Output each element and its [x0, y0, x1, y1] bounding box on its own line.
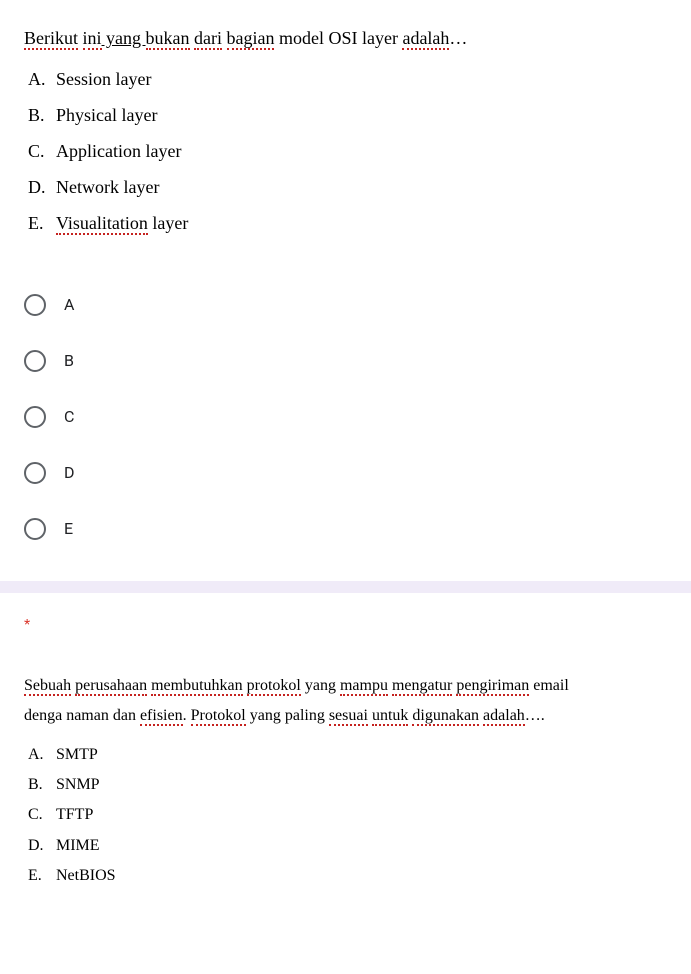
option-text: NetBIOS: [56, 861, 116, 891]
radio-label: D: [64, 463, 75, 482]
option-text: SMTP: [56, 740, 98, 770]
option-item: D.MIME: [28, 831, 667, 861]
question-2-prompt: Sebuah perusahaan membutuhkan protokol y…: [24, 671, 667, 732]
option-letter: D.: [28, 169, 56, 205]
option-item: E.NetBIOS: [28, 861, 667, 891]
option-text: Session layer: [56, 61, 151, 97]
radio-button-icon[interactable]: [24, 294, 46, 316]
option-letter: C.: [28, 800, 56, 830]
question-2-card: * Sebuah perusahaan membutuhkan protokol…: [0, 593, 691, 916]
radio-option-e[interactable]: E: [24, 501, 667, 557]
card-divider: [0, 581, 691, 593]
question-1-prompt: Berikut ini yang bukan dari bagian model…: [24, 24, 667, 53]
option-letter: E.: [28, 861, 56, 891]
radio-option-b[interactable]: B: [24, 333, 667, 389]
question-2-options: A.SMTPB.SNMPC.TFTPD.MIMEE.NetBIOS: [24, 740, 667, 892]
option-letter: E.: [28, 205, 56, 241]
option-item: C.TFTP: [28, 800, 667, 830]
radio-button-icon[interactable]: [24, 462, 46, 484]
option-letter: A.: [28, 740, 56, 770]
option-letter: C.: [28, 133, 56, 169]
option-item: C.Application layer: [28, 133, 667, 169]
radio-label: E: [64, 519, 73, 538]
radio-label: B: [64, 351, 74, 370]
radio-button-icon[interactable]: [24, 518, 46, 540]
option-item: D.Network layer: [28, 169, 667, 205]
option-text: Physical layer: [56, 97, 157, 133]
option-text: Visualitation layer: [56, 205, 188, 241]
radio-button-icon[interactable]: [24, 406, 46, 428]
option-text: TFTP: [56, 800, 93, 830]
option-letter: B.: [28, 97, 56, 133]
option-letter: A.: [28, 61, 56, 97]
option-text: SNMP: [56, 770, 100, 800]
radio-label: A: [64, 295, 74, 314]
radio-option-d[interactable]: D: [24, 445, 667, 501]
question-1-card: Berikut ini yang bukan dari bagian model…: [0, 0, 691, 581]
option-text: Application layer: [56, 133, 181, 169]
option-item: B.Physical layer: [28, 97, 667, 133]
required-indicator: *: [24, 617, 667, 635]
radio-option-c[interactable]: C: [24, 389, 667, 445]
question-1-options: A.Session layerB.Physical layerC.Applica…: [24, 61, 667, 241]
option-text: MIME: [56, 831, 100, 861]
option-item: A.SMTP: [28, 740, 667, 770]
option-letter: D.: [28, 831, 56, 861]
option-item: A.Session layer: [28, 61, 667, 97]
option-item: B.SNMP: [28, 770, 667, 800]
radio-button-icon[interactable]: [24, 350, 46, 372]
question-1-radios: A B C D E: [24, 277, 667, 557]
radio-label: C: [64, 407, 74, 426]
radio-option-a[interactable]: A: [24, 277, 667, 333]
option-letter: B.: [28, 770, 56, 800]
option-item: E.Visualitation layer: [28, 205, 667, 241]
option-text: Network layer: [56, 169, 159, 205]
